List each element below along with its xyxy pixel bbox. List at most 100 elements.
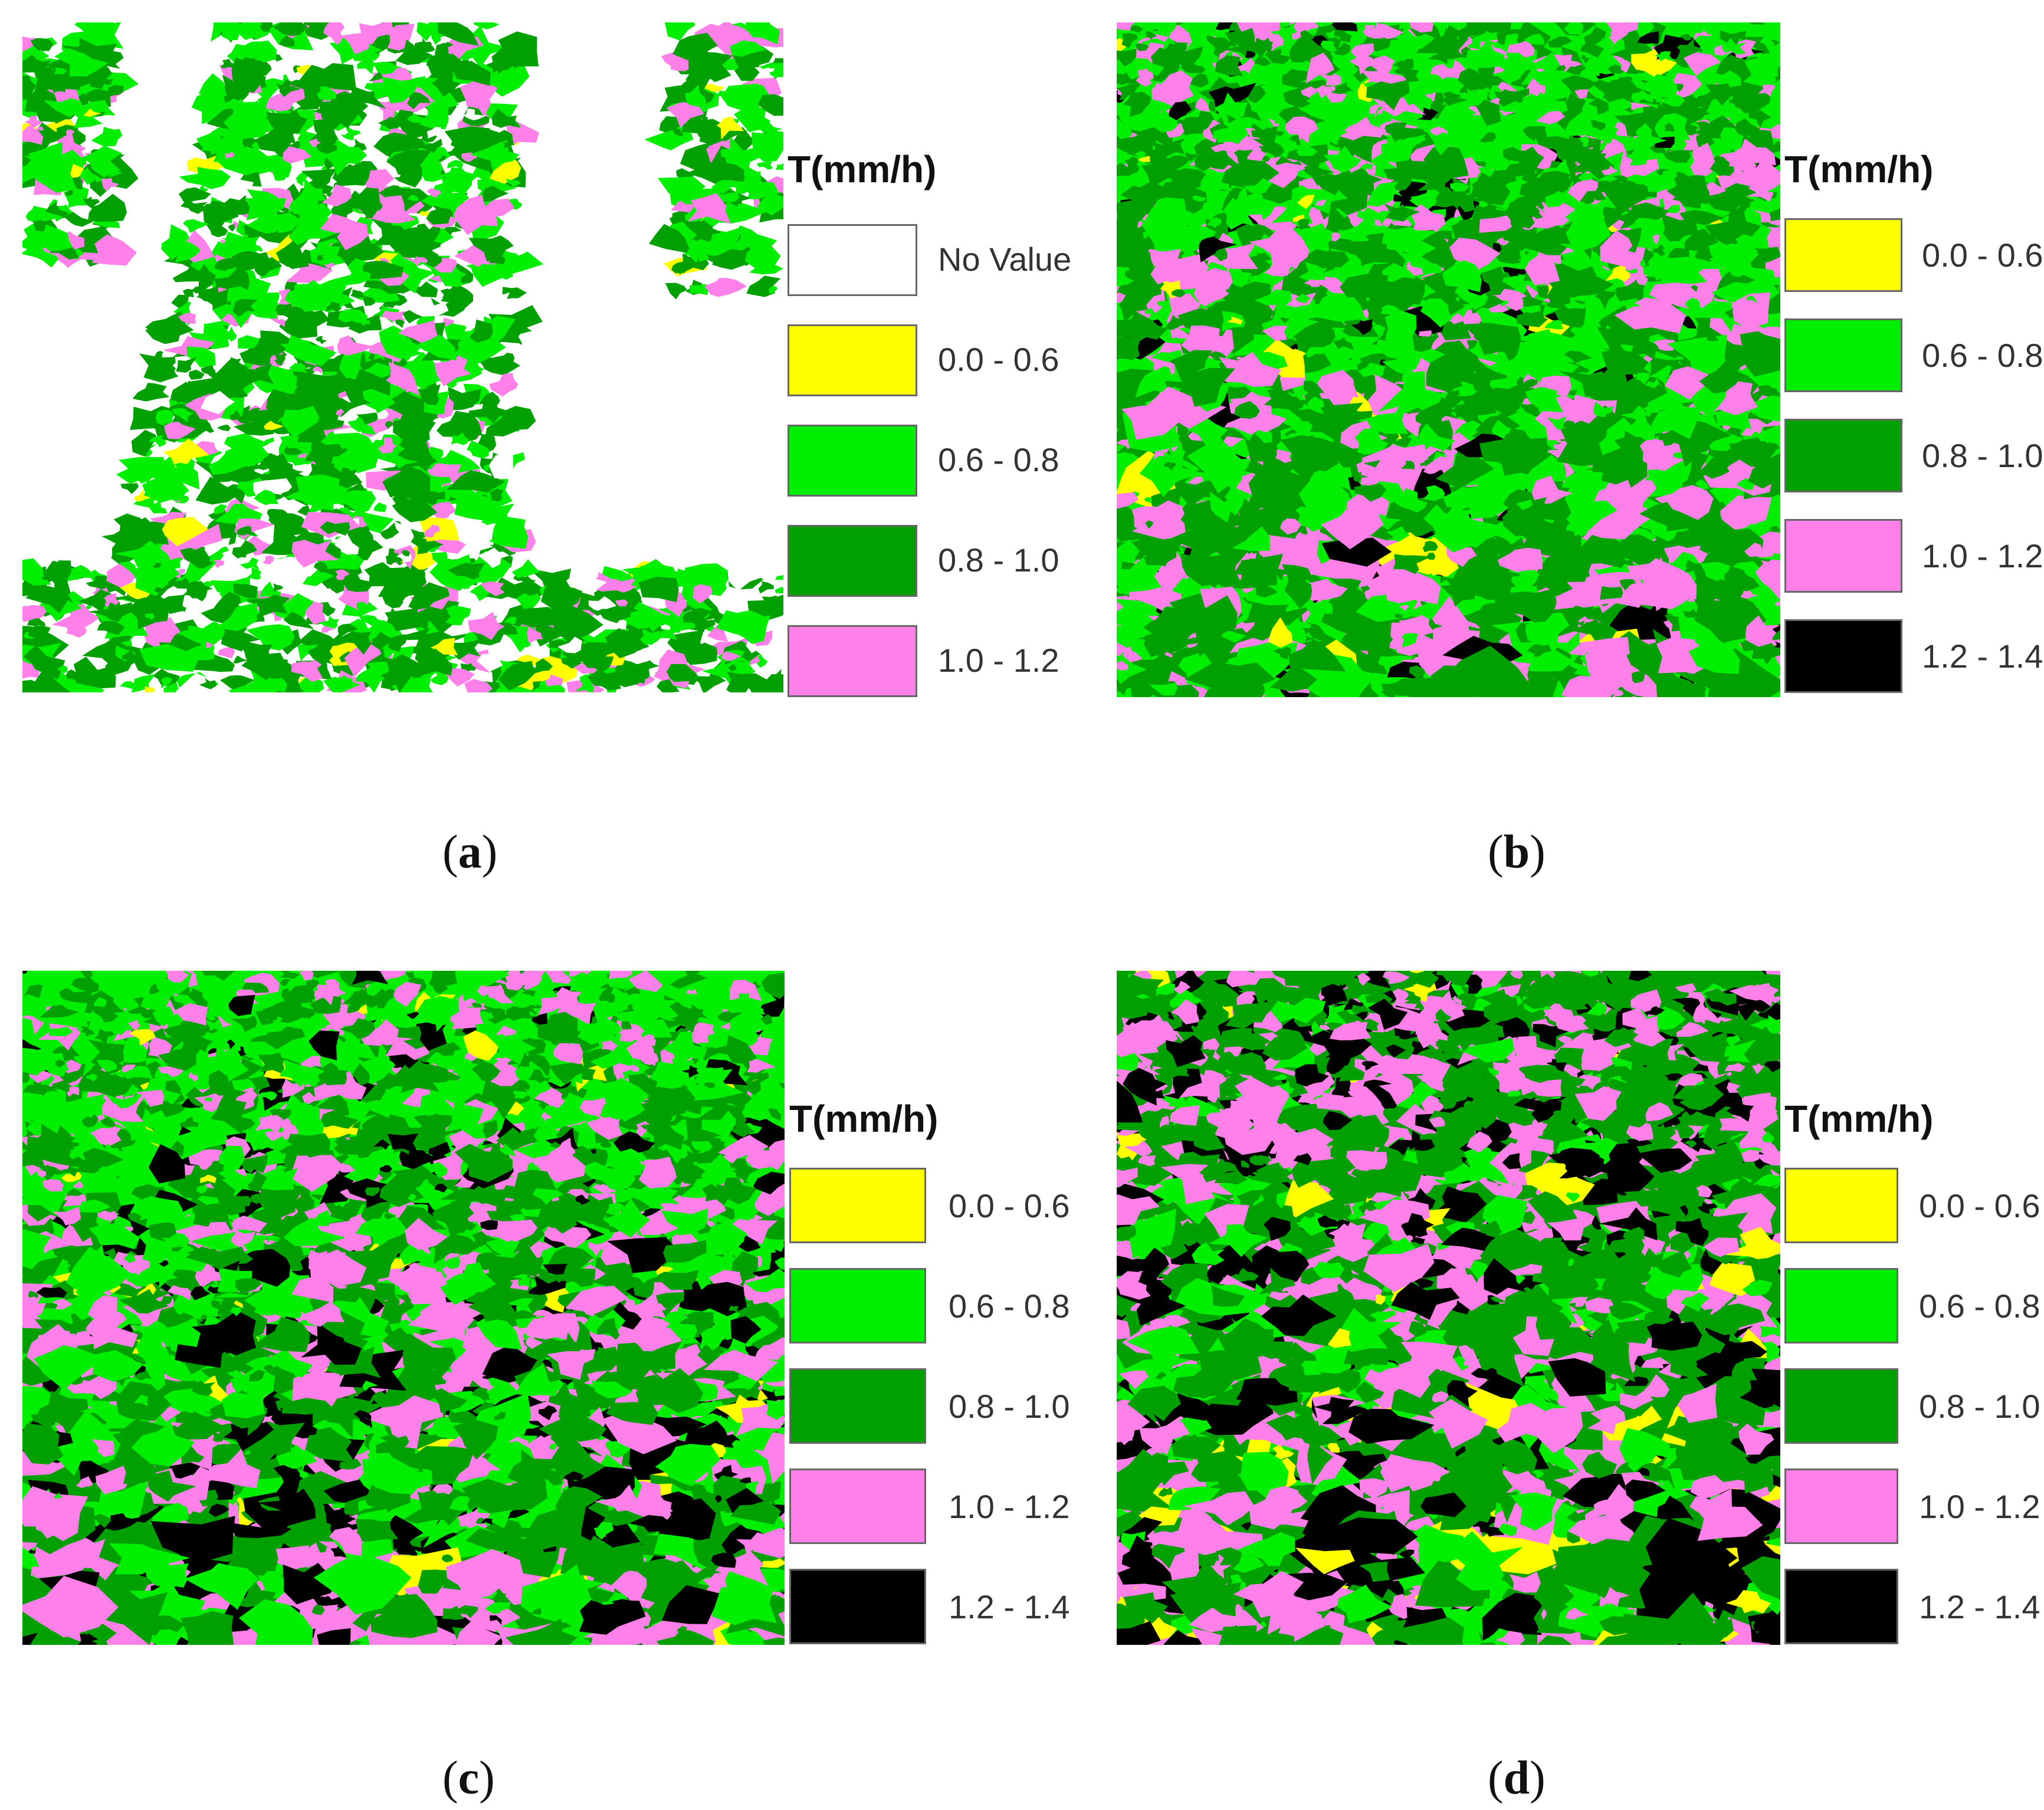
- map-patch: [760, 122, 782, 133]
- map-patch: [222, 22, 242, 41]
- map-patch: [321, 626, 335, 633]
- map-patch: [1688, 577, 1735, 607]
- map-patch: [1339, 235, 1382, 260]
- map-patch: [82, 637, 135, 669]
- map-patch: [339, 675, 353, 690]
- map-patch: [1683, 52, 1721, 76]
- map-patch: [373, 226, 429, 256]
- map-patch: [297, 136, 327, 167]
- map-patch: [1662, 94, 1685, 107]
- map-patch: [199, 678, 216, 689]
- map-patch: [386, 149, 432, 179]
- map-patch: [511, 559, 540, 578]
- map-patch: [400, 612, 429, 630]
- map-patch: [195, 476, 242, 505]
- map-patch: [711, 179, 735, 194]
- map-patch: [1459, 602, 1503, 635]
- map-patch: [588, 669, 621, 691]
- map-patch: [1280, 518, 1301, 535]
- map-patch: [1350, 43, 1374, 61]
- map-patch: [201, 390, 235, 415]
- map-patch: [217, 424, 231, 432]
- map-patch: [1606, 22, 1638, 42]
- map-patch: [1165, 155, 1190, 170]
- map-patch: [337, 127, 349, 135]
- map-patch: [1118, 293, 1154, 323]
- map-patch: [1619, 579, 1636, 591]
- map-patch: [24, 115, 43, 130]
- map-patch: [198, 285, 219, 302]
- map-patch: [1224, 198, 1256, 230]
- map-patch: [1202, 202, 1221, 213]
- map-patch: [1450, 182, 1471, 192]
- map-patch: [1275, 449, 1292, 464]
- map-patch: [162, 517, 208, 547]
- map-patch: [387, 608, 410, 625]
- map-patch: [1525, 170, 1570, 199]
- map-patch: [194, 621, 225, 645]
- map-patch: [1392, 201, 1402, 208]
- legend-title: T(mm/h): [1784, 148, 1934, 190]
- map-patch: [1724, 567, 1760, 592]
- map-patch: [1395, 613, 1403, 619]
- map-patch: [265, 234, 298, 262]
- map-patch: [1264, 252, 1293, 277]
- map-patch: [1546, 297, 1563, 308]
- map-patch: [223, 101, 273, 130]
- map-patch: [1130, 25, 1144, 33]
- map-patch: [183, 288, 194, 298]
- map-patch: [1561, 675, 1621, 697]
- map-patch: [297, 223, 312, 229]
- map-patch: [1233, 308, 1267, 335]
- map-patch: [1571, 148, 1607, 174]
- map-patch: [1635, 558, 1697, 607]
- map-patch: [1630, 343, 1656, 360]
- map-patch: [426, 188, 442, 198]
- map-patch: [401, 550, 410, 557]
- map-patch: [1283, 87, 1318, 108]
- map-patch: [1721, 38, 1747, 55]
- map-patch: [187, 626, 199, 635]
- map-patch: [482, 185, 509, 202]
- map-patch: [197, 173, 208, 180]
- map-patch: [1688, 638, 1740, 674]
- map-patch: [345, 528, 365, 540]
- map-patch: [1317, 671, 1378, 697]
- map-patch: [727, 565, 768, 592]
- legend-b: T(mm/h) 0.0 - 0.6 0.6 - 0.8 0.8 - 1.0 1.…: [1784, 147, 2044, 696]
- map-patch: [1476, 307, 1492, 321]
- map-patch: [88, 602, 133, 622]
- map-patch: [273, 22, 308, 37]
- map-patch: [665, 282, 687, 300]
- map-patch: [23, 231, 53, 254]
- map-patch: [203, 581, 214, 587]
- map-patch: [1169, 24, 1192, 43]
- map-patch: [1366, 80, 1410, 111]
- map-patch: [1288, 639, 1346, 672]
- map-patch: [1328, 349, 1356, 363]
- map-patch: [1672, 182, 1710, 204]
- map-patch: [1176, 224, 1216, 253]
- map-patch: [516, 593, 541, 609]
- map-patch: [1123, 91, 1151, 117]
- map-patch: [491, 109, 520, 128]
- map-patch: [1381, 678, 1412, 696]
- map-patch: [1441, 582, 1476, 607]
- map-patch: [658, 176, 706, 202]
- legend-swatch-0-0.6: [788, 324, 917, 396]
- map-patch: [387, 654, 426, 692]
- map-patch: [81, 146, 122, 178]
- map-patch: [480, 581, 505, 596]
- map-patch: [468, 398, 508, 423]
- map-patch: [1423, 504, 1470, 543]
- map-patch: [216, 146, 273, 176]
- map-patch: [1172, 289, 1186, 298]
- map-patch: [1614, 431, 1646, 452]
- map-patch: [1389, 35, 1435, 62]
- map-patch: [672, 32, 718, 61]
- map-patch: [183, 219, 209, 234]
- map-patch: [392, 490, 438, 523]
- map-patch: [1298, 219, 1310, 230]
- map-patch: [263, 555, 275, 564]
- map-patch: [1217, 651, 1229, 665]
